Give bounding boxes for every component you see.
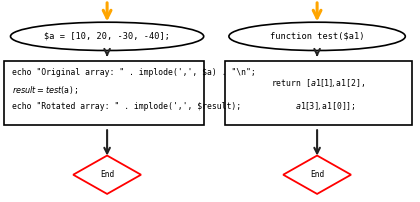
- Text: End: End: [100, 170, 114, 179]
- Polygon shape: [283, 156, 351, 194]
- Text: function test($a1): function test($a1): [270, 32, 365, 41]
- Text: $result = test($a);: $result = test($a);: [12, 83, 79, 96]
- FancyBboxPatch shape: [4, 61, 204, 125]
- Text: echo "Original array: " . implode(',', $a) . "\n";: echo "Original array: " . implode(',', $…: [12, 68, 255, 77]
- Text: $a1[3], $a1[0]];: $a1[3], $a1[0]];: [281, 100, 356, 112]
- Text: $a = [10, 20, -30, -40];: $a = [10, 20, -30, -40];: [44, 32, 170, 41]
- Text: echo "Rotated array: " . implode(',', $result);: echo "Rotated array: " . implode(',', $r…: [12, 102, 241, 111]
- Text: return [$a1[1], $a1[2],: return [$a1[1], $a1[2],: [271, 77, 365, 89]
- Ellipse shape: [10, 22, 204, 50]
- Text: End: End: [310, 170, 324, 179]
- Ellipse shape: [229, 22, 405, 50]
- Polygon shape: [73, 156, 141, 194]
- FancyBboxPatch shape: [225, 61, 412, 125]
